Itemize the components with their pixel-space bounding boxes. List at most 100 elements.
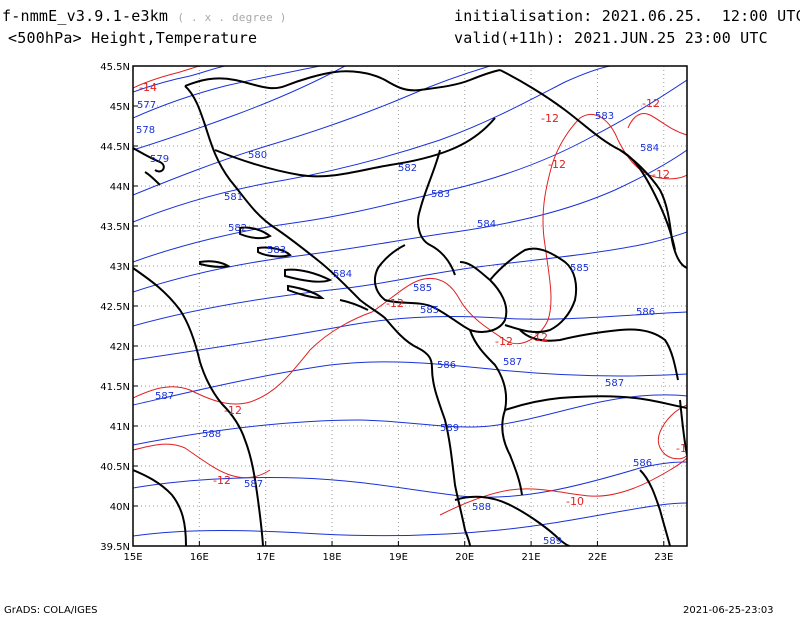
height-contour — [133, 394, 687, 446]
serbia-east-border — [499, 69, 676, 251]
montenegro-border — [373, 244, 508, 333]
height-contour-label: 583 — [431, 189, 450, 200]
bulgaria-border — [619, 149, 687, 269]
height-contour-label: 577 — [137, 100, 156, 111]
lon-tick-label: 21E — [522, 552, 541, 563]
height-contour — [133, 461, 687, 498]
height-contour-label: 588 — [472, 502, 491, 513]
temperature-contour — [439, 457, 687, 516]
greek-coast — [454, 495, 571, 546]
lat-tick-label: 44.5N — [100, 142, 130, 153]
adriatic-east-coast — [184, 85, 471, 546]
lat-tick-label: 39.5N — [100, 542, 130, 553]
islands — [144, 171, 369, 311]
height-contour — [133, 361, 687, 406]
temperature-contour-label: -12 — [213, 474, 231, 487]
lon-tick-label: 19E — [389, 552, 408, 563]
istria — [133, 147, 165, 173]
north-macedonia-border — [519, 328, 679, 381]
island — [239, 226, 272, 240]
footer-left: GrADS: COLA/IGES — [4, 605, 98, 616]
lon-tick-label: 15E — [123, 552, 142, 563]
height-contour-label: 587 — [244, 479, 263, 490]
albania-border — [469, 329, 523, 496]
init-line: initialisation: 2021.06.25. 12:00 UTC — [454, 7, 800, 25]
lat-tick-label: 45.5N — [100, 62, 130, 73]
temperature-labels: -14 -12 -12 -12 -12 -12 -12 -12 -12 -12 -10 -10 — [139, 81, 694, 508]
temperature-contour-label: -12 — [386, 297, 404, 310]
height-contour-label: 587 — [503, 357, 522, 368]
island — [257, 246, 292, 258]
temperature-contour — [627, 113, 687, 136]
temperature-contour-label: -12 — [642, 97, 660, 110]
height-contour-label: 582 — [228, 223, 247, 234]
model-title: f-nmmE_v3.9.1-e3km ( . x . degree ) — [2, 7, 287, 25]
height-contour-label: 585 — [570, 263, 589, 274]
lat-tick-label: 42N — [110, 342, 130, 353]
temperature-contour-label: -12 — [652, 168, 670, 181]
island — [339, 299, 369, 311]
temperature-contour-label: -12 — [541, 112, 559, 125]
temperature-contour-label: -12 — [224, 404, 242, 417]
bosnia-serbia-border — [417, 149, 456, 276]
height-contour-label: 584 — [333, 269, 352, 280]
height-contour — [133, 66, 321, 119]
height-contour — [133, 231, 687, 327]
lat-tick-label: 41N — [110, 422, 130, 433]
lon-tick-label: 20E — [455, 552, 474, 563]
height-contour-label: 578 — [136, 125, 155, 136]
axis-ticks: 15E 16E 17E 18E 19E 20E 21E 22E 23E 39.5N 40N 40.5N… — [100, 62, 673, 563]
init-value: 2021.06.25. 12:00 UTC — [601, 7, 800, 25]
temperature-contour-label: -10 — [676, 442, 694, 455]
height-contour-label: 583 — [595, 111, 614, 122]
height-contour-label: 588 — [202, 429, 221, 440]
italy-heel — [133, 469, 187, 546]
temperature-contour-label: -12 — [495, 335, 513, 348]
italy-coast — [133, 267, 264, 546]
height-contour-label: 584 — [640, 143, 659, 154]
height-contour-label: 583 — [267, 245, 286, 256]
lat-tick-label: 45N — [110, 102, 130, 113]
height-labels: 577 578 579 580 581 582 583 584 582 583 584 585 585 5… — [136, 100, 659, 547]
island — [144, 171, 161, 186]
valid-value: 2021.JUN.25 23:00 UTC — [574, 29, 768, 47]
temperature-contour — [133, 443, 271, 479]
temperature-contours — [133, 66, 687, 516]
height-contour — [133, 66, 226, 93]
croatia-bosnia-border — [214, 117, 496, 178]
model-name: f-nmmE_v3.9.1-e3km — [2, 7, 169, 25]
height-contour-label: 589 — [440, 423, 459, 434]
height-contour-label: 581 — [224, 192, 243, 203]
lon-tick-label: 17E — [256, 552, 275, 563]
temperature-contour — [133, 113, 687, 405]
height-contour — [133, 502, 687, 537]
lat-tick-label: 42.5N — [100, 302, 130, 313]
lat-tick-label: 41.5N — [100, 382, 130, 393]
height-contour — [133, 66, 491, 196]
island — [287, 284, 325, 300]
height-contour-label: 589 — [543, 536, 562, 547]
island — [199, 260, 231, 268]
valid-line: valid(+11h): 2021.JUN.25 23:00 UTC — [454, 29, 768, 47]
height-contour-label: 587 — [605, 378, 624, 389]
height-contour-label: 585 — [420, 305, 439, 316]
height-contour — [133, 66, 346, 151]
height-contour-label: 579 — [150, 154, 169, 165]
projection-label: ( . x . degree ) — [177, 11, 287, 24]
height-contour-label: 586 — [636, 307, 655, 318]
height-contours — [133, 66, 687, 537]
greece-border — [504, 395, 687, 411]
temperature-contour — [657, 404, 687, 460]
height-contour — [133, 149, 687, 293]
height-contour-label: 586 — [633, 458, 652, 469]
lon-tick-label: 22E — [588, 552, 607, 563]
lat-tick-label: 43N — [110, 262, 130, 273]
product-title: <500hPa> Height,Temperature — [8, 29, 258, 47]
height-contour — [133, 311, 687, 361]
height-contour-label: 587 — [155, 391, 174, 402]
temperature-contour-label: -12 — [530, 331, 548, 344]
height-contour — [133, 66, 611, 223]
lon-tick-label: 16E — [190, 552, 209, 563]
coastlines-borders — [133, 69, 687, 546]
